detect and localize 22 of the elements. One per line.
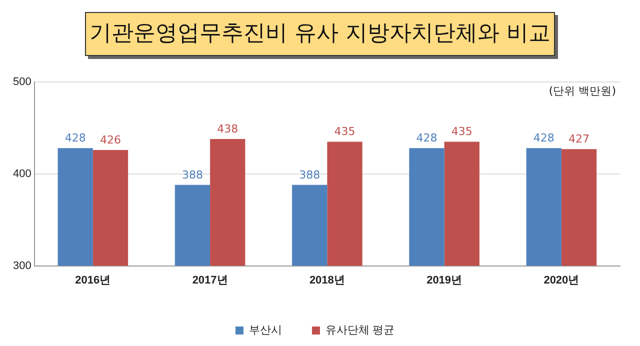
- data-label: 388: [299, 168, 320, 182]
- data-label: 438: [217, 122, 238, 136]
- data-label: 428: [533, 132, 554, 145]
- chart-title: 기관운영업무추진비 유사 지방자치단체와 비교: [85, 12, 555, 56]
- x-tick-label: 2017년: [192, 274, 228, 286]
- x-tick-label: 2016년: [75, 274, 111, 286]
- x-tick-label: 2019년: [426, 274, 462, 286]
- annotation: (단위 백만원): [548, 84, 616, 98]
- data-label: 435: [451, 125, 472, 138]
- y-tick-label: 400: [12, 168, 32, 180]
- y-tick-label: 300: [12, 260, 32, 272]
- data-label: 426: [100, 133, 121, 146]
- legend-label: 유사단체 평균: [325, 324, 395, 337]
- legend-label: 부산시: [248, 324, 282, 337]
- data-label: 435: [334, 125, 356, 138]
- data-label: 427: [568, 132, 590, 146]
- data-label: 388: [182, 168, 203, 182]
- y-tick-label: 500: [12, 76, 32, 88]
- data-label: 428: [416, 132, 438, 145]
- data-label: 428: [64, 132, 86, 145]
- x-tick-label: 2020년: [544, 274, 580, 286]
- x-tick-label: 2018년: [309, 274, 345, 286]
